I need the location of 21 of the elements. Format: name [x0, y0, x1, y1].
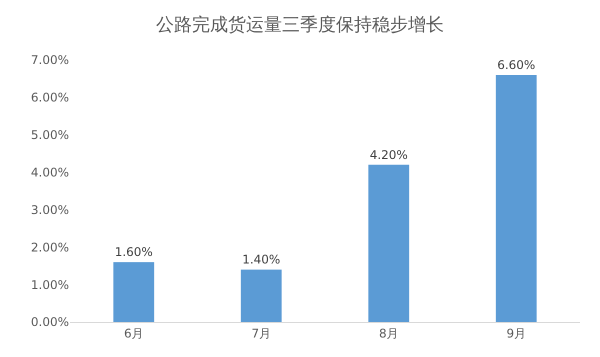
y-tick-label: 5.00% — [30, 128, 69, 142]
data-label: 6.60% — [497, 58, 536, 72]
data-label: 1.40% — [242, 252, 280, 267]
chart-title: 公路完成货运量三季度保持稳步增长 — [156, 14, 444, 36]
y-tick-label: 6.00% — [30, 90, 69, 105]
y-tick-label: 1.00% — [30, 278, 69, 292]
bar — [240, 270, 282, 322]
x-tick-label: 7月 — [251, 326, 272, 340]
bar — [113, 262, 154, 322]
y-tick-label: 0.00% — [30, 315, 69, 330]
y-tick-label: 4.00% — [30, 165, 69, 180]
data-label: 4.20% — [370, 148, 408, 162]
y-tick-label: 7.00% — [30, 53, 69, 68]
bar — [496, 74, 537, 322]
data-label: 1.60% — [114, 245, 153, 260]
y-tick-label: 3.00% — [30, 202, 69, 217]
x-tick-label: 6月 — [124, 326, 144, 340]
x-tick-label: 8月 — [378, 326, 399, 340]
y-tick-label: 2.00% — [30, 240, 69, 254]
bar — [368, 164, 410, 322]
x-tick-label: 9月 — [506, 326, 526, 340]
